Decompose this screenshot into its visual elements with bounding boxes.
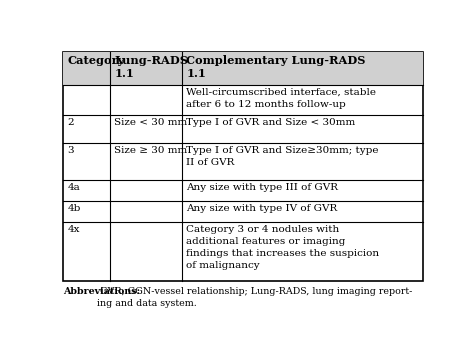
Text: Type I of GVR and Size≥30mm; type
II of GVR: Type I of GVR and Size≥30mm; type II of …	[186, 146, 379, 167]
Bar	[63, 52, 423, 85]
Text: 4b: 4b	[67, 204, 81, 213]
Text: Type I of GVR and Size < 30mm: Type I of GVR and Size < 30mm	[186, 118, 356, 127]
Text: Size ≥ 30 mm: Size ≥ 30 mm	[114, 146, 187, 155]
Text: Complementary Lung-RADS
1.1: Complementary Lung-RADS 1.1	[186, 55, 365, 79]
Text: Any size with type III of GVR: Any size with type III of GVR	[186, 183, 338, 192]
Text: Category: Category	[67, 55, 125, 66]
Text: 4x: 4x	[67, 225, 80, 234]
Text: Lung-RADS
1.1: Lung-RADS 1.1	[114, 55, 188, 79]
Text: 3: 3	[67, 146, 74, 155]
Text: Size < 30 mm: Size < 30 mm	[114, 118, 187, 127]
Text: Abbreviations:: Abbreviations:	[63, 287, 140, 296]
Text: 2: 2	[67, 118, 74, 127]
Text: GVR, GGN-vessel relationship; Lung-RADS, lung imaging report-
ing and data syste: GVR, GGN-vessel relationship; Lung-RADS,…	[97, 287, 412, 308]
Text: Any size with type IV of GVR: Any size with type IV of GVR	[186, 204, 337, 213]
Text: Category 3 or 4 nodules with
additional features or imaging
findings that increa: Category 3 or 4 nodules with additional …	[186, 225, 379, 270]
Text: 4a: 4a	[67, 183, 80, 192]
Bar	[63, 52, 423, 281]
Text: Well-circumscribed interface, stable
after 6 to 12 months follow-up: Well-circumscribed interface, stable aft…	[186, 88, 376, 109]
